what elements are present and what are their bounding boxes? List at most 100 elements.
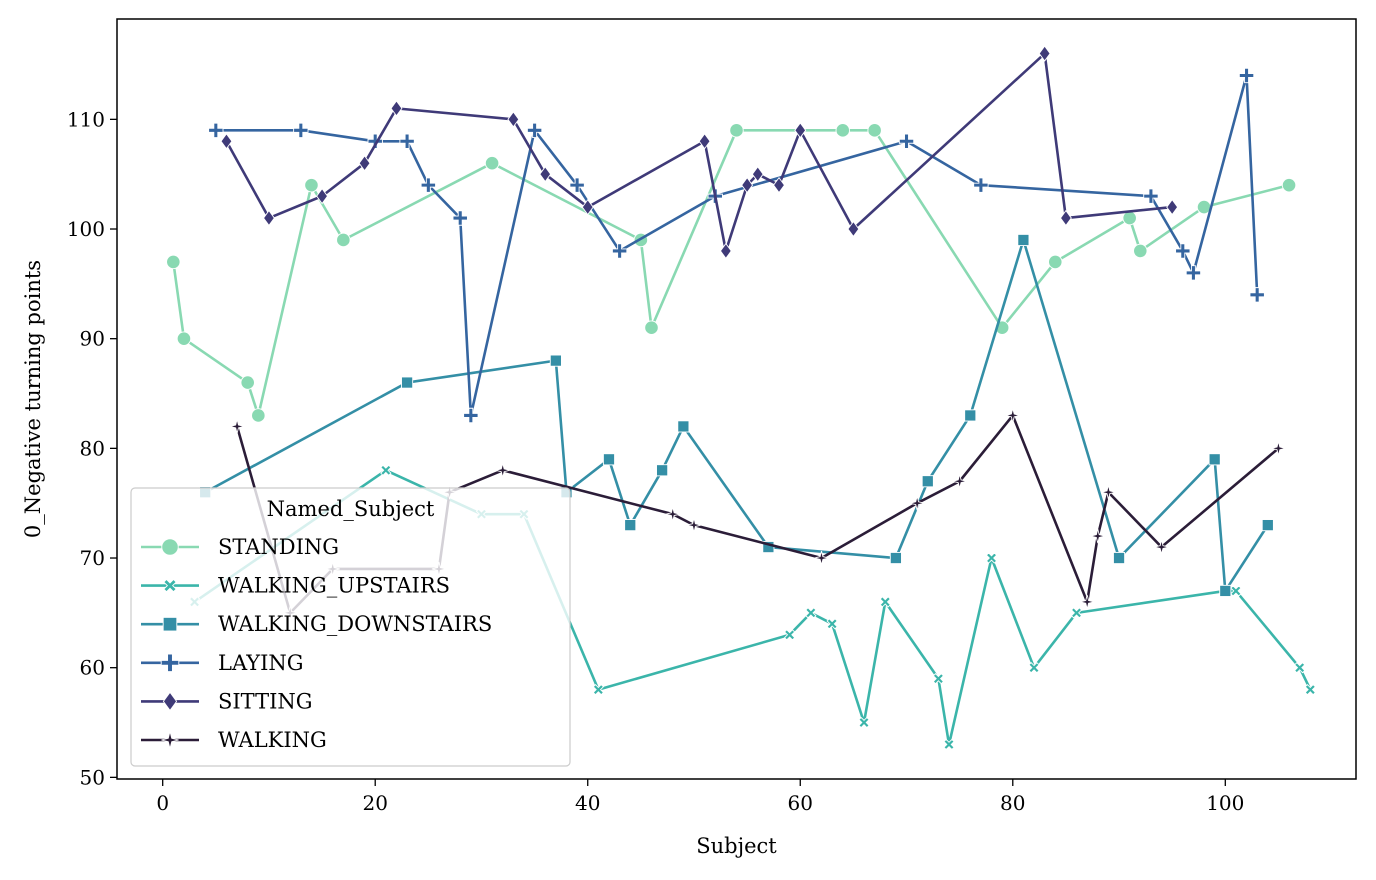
y-axis-label: 0_Negative turning points bbox=[21, 260, 45, 538]
legend-marker-walking bbox=[161, 731, 179, 749]
x-tick-label: 80 bbox=[1000, 791, 1025, 815]
data-point-laying bbox=[1175, 243, 1191, 259]
data-point-laying bbox=[208, 122, 224, 138]
legend-marker-walking-upstairs bbox=[163, 578, 177, 593]
data-point-standing bbox=[729, 123, 744, 138]
legend-label-standing: STANDING bbox=[218, 535, 339, 559]
data-point-laying bbox=[399, 133, 415, 149]
x-tick-label: 100 bbox=[1206, 791, 1244, 815]
data-point-laying bbox=[420, 177, 436, 193]
data-point-laying bbox=[569, 177, 585, 193]
data-point-walking-downstairs bbox=[549, 354, 562, 367]
data-point-walking-downstairs bbox=[1017, 233, 1030, 247]
data-point-walking-upstairs bbox=[985, 552, 998, 564]
legend: Named_Subject STANDING WALKING_UPSTAIRS WAL… bbox=[130, 487, 571, 767]
data-point-walking bbox=[665, 507, 680, 522]
data-point-walking-downstairs bbox=[1208, 453, 1221, 466]
data-point-walking-downstairs bbox=[1113, 551, 1126, 565]
data-point-standing bbox=[304, 177, 319, 193]
x-tick-label: 20 bbox=[362, 791, 387, 815]
legend-label-sitting: SITTING bbox=[218, 689, 313, 713]
legend-label-walking-upstairs: WALKING_UPSTAIRS bbox=[218, 574, 450, 598]
x-tick-label: 40 bbox=[575, 791, 600, 815]
x-axis-label: Subject bbox=[696, 834, 777, 858]
legend-marker-laying bbox=[160, 653, 180, 673]
data-point-standing bbox=[336, 232, 351, 248]
series-layer bbox=[166, 45, 1316, 751]
data-point-walking-upstairs bbox=[1028, 662, 1040, 674]
series-laying bbox=[208, 67, 1265, 424]
data-point-walking bbox=[814, 550, 829, 566]
data-point-walking-upstairs bbox=[858, 716, 870, 729]
data-point-walking bbox=[1005, 408, 1020, 423]
x-tick-label: 0 bbox=[156, 791, 169, 815]
data-point-sitting bbox=[741, 177, 754, 194]
data-point-sitting bbox=[507, 111, 520, 128]
data-point-laying bbox=[452, 210, 468, 226]
data-point-walking-downstairs bbox=[964, 409, 977, 422]
data-point-walking bbox=[1080, 594, 1095, 610]
legend-marker-standing bbox=[161, 538, 179, 556]
data-point-sitting bbox=[390, 100, 403, 117]
data-point-walking bbox=[1090, 528, 1105, 544]
data-point-walking-downstairs bbox=[602, 453, 616, 466]
data-point-sitting bbox=[1059, 209, 1072, 227]
series-sitting bbox=[220, 45, 1179, 260]
legend-marker-sitting bbox=[162, 691, 178, 712]
data-point-laying bbox=[898, 133, 915, 149]
series-standing bbox=[166, 123, 1297, 423]
data-point-standing bbox=[1281, 177, 1297, 193]
data-point-walking bbox=[495, 463, 510, 478]
data-point-walking-upstairs bbox=[1230, 585, 1242, 597]
data-point-walking-upstairs bbox=[592, 683, 605, 696]
data-point-standing bbox=[835, 123, 850, 138]
series-line-sitting bbox=[225, 52, 1173, 253]
data-point-standing bbox=[251, 408, 266, 423]
series-walking-downstairs bbox=[199, 233, 1274, 597]
data-point-sitting bbox=[794, 122, 807, 139]
legend-label-laying: LAYING bbox=[218, 651, 304, 675]
data-point-walking-downstairs bbox=[656, 464, 669, 477]
data-point-sitting bbox=[719, 242, 732, 260]
data-point-sitting bbox=[316, 187, 329, 205]
data-point-standing bbox=[240, 375, 255, 390]
y-tick-label: 80 bbox=[80, 436, 105, 460]
data-point-sitting bbox=[539, 166, 552, 183]
data-point-laying bbox=[526, 122, 543, 138]
axis-ticks: 0 20 40 60 80 100 50 60 70 80 90 100 110 bbox=[67, 107, 1245, 815]
data-point-walking-downstairs bbox=[889, 551, 902, 565]
legend-label-walking: WALKING bbox=[218, 728, 327, 752]
data-point-walking bbox=[952, 474, 967, 489]
data-point-walking-upstairs bbox=[1070, 607, 1083, 619]
legend-label-walking-downstairs: WALKING_DOWNSTAIRS bbox=[218, 612, 492, 636]
data-point-walking-upstairs bbox=[943, 738, 955, 751]
data-point-standing bbox=[867, 123, 882, 138]
data-point-walking-upstairs bbox=[932, 672, 945, 685]
data-point-walking-downstairs bbox=[677, 420, 690, 433]
data-point-standing bbox=[1048, 254, 1063, 270]
legend-title: Named_Subject bbox=[267, 497, 435, 521]
data-point-walking-upstairs bbox=[1304, 683, 1316, 696]
data-point-walking bbox=[1101, 485, 1116, 500]
data-point-sitting bbox=[358, 155, 371, 172]
data-point-laying bbox=[1143, 188, 1159, 204]
data-point-walking bbox=[686, 517, 702, 533]
data-point-standing bbox=[176, 331, 192, 346]
y-tick-label: 100 bbox=[67, 217, 105, 241]
data-point-walking bbox=[229, 419, 245, 434]
x-tick-label: 60 bbox=[788, 791, 813, 815]
data-point-standing bbox=[1133, 243, 1148, 259]
y-tick-label: 110 bbox=[67, 107, 105, 131]
data-point-sitting bbox=[847, 220, 860, 238]
data-point-standing bbox=[1122, 210, 1137, 226]
data-point-standing bbox=[644, 320, 659, 335]
data-point-walking-upstairs bbox=[826, 618, 838, 630]
data-point-sitting bbox=[751, 166, 764, 183]
y-tick-label: 50 bbox=[80, 765, 105, 789]
y-tick-label: 90 bbox=[80, 327, 105, 351]
data-point-laying bbox=[463, 407, 479, 424]
legend-box bbox=[130, 487, 571, 767]
data-point-sitting bbox=[220, 133, 233, 150]
data-point-walking bbox=[1271, 441, 1286, 456]
y-tick-label: 70 bbox=[80, 546, 105, 570]
